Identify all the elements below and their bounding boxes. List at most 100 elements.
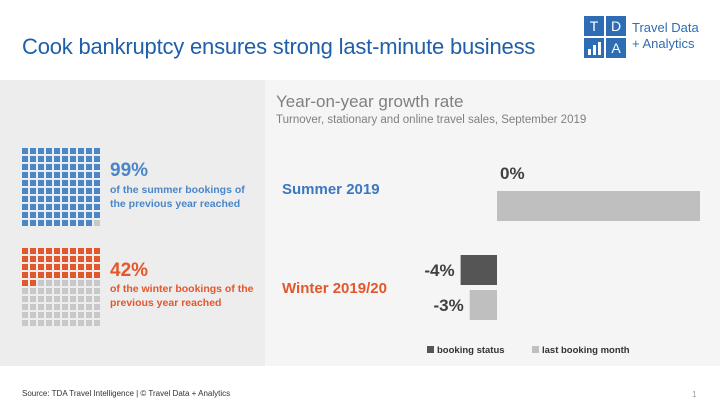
waffle-cell: [46, 272, 52, 278]
data-label: -4%: [424, 261, 454, 280]
waffle-cell: [78, 304, 84, 310]
waffle-cell: [30, 156, 36, 162]
waffle-cell: [54, 164, 60, 170]
waffle-cell: [70, 296, 76, 302]
waffle-cell: [86, 288, 92, 294]
waffle-cell: [70, 288, 76, 294]
waffle-cell: [86, 272, 92, 278]
waffle-cell: [30, 296, 36, 302]
waffle-cell: [94, 188, 100, 194]
waffle-cell: [46, 220, 52, 226]
legend-label: booking status: [437, 345, 505, 356]
waffle-cell: [30, 248, 36, 254]
waffle-cell: [62, 272, 68, 278]
waffle-cell: [46, 288, 52, 294]
category-label-summer: Summer 2019: [282, 181, 380, 198]
waffle-cell: [94, 296, 100, 302]
source-footer: Source: TDA Travel Intelligence | © Trav…: [22, 389, 231, 398]
waffle-cell: [78, 280, 84, 286]
waffle-cell: [38, 248, 44, 254]
waffle-cell: [30, 272, 36, 278]
waffle-cell: [86, 212, 92, 218]
waffle-cell: [30, 148, 36, 154]
waffle-cell: [94, 172, 100, 178]
waffle-cell: [94, 148, 100, 154]
waffle-cell: [62, 248, 68, 254]
waffle-cell: [38, 164, 44, 170]
waffle-cell: [30, 320, 36, 326]
waffle-cell: [54, 220, 60, 226]
waffle-cell: [30, 304, 36, 310]
waffle-cell: [30, 312, 36, 318]
waffle-cell: [38, 296, 44, 302]
page-number: 1: [692, 390, 697, 399]
waffle-cell: [86, 256, 92, 262]
waffle-cell: [22, 148, 28, 154]
data-label: 0%: [500, 164, 525, 183]
waffle-cell: [62, 180, 68, 186]
waffle-cell: [62, 212, 68, 218]
waffle-cell: [94, 304, 100, 310]
waffle-cell: [78, 320, 84, 326]
waffle-cell: [70, 164, 76, 170]
waffle-cell: [22, 196, 28, 202]
waffle-cell: [86, 296, 92, 302]
waffle-cell: [70, 256, 76, 262]
waffle-cell: [86, 148, 92, 154]
waffle-cell: [86, 196, 92, 202]
legend-swatch: [532, 346, 539, 353]
waffle-cell: [54, 296, 60, 302]
waffle-cell: [46, 188, 52, 194]
waffle-cell: [70, 280, 76, 286]
waffle-cell: [78, 288, 84, 294]
waffle-cell: [38, 312, 44, 318]
waffle-cell: [86, 264, 92, 270]
waffle-cell: [46, 304, 52, 310]
logo-grid: T D A: [584, 16, 626, 58]
waffle-cell: [54, 280, 60, 286]
waffle-cell: [30, 172, 36, 178]
waffle-cell: [38, 280, 44, 286]
waffle-cell: [78, 156, 84, 162]
waffle-cell: [62, 148, 68, 154]
waffle-cell: [22, 272, 28, 278]
waffle-cell: [70, 180, 76, 186]
waffle-cell: [70, 212, 76, 218]
waffle-cell: [38, 172, 44, 178]
logo-chart-icon: [584, 38, 604, 58]
waffle-cell: [78, 164, 84, 170]
waffle-cell: [70, 220, 76, 226]
waffle-cell: [62, 164, 68, 170]
waffle-cell: [78, 256, 84, 262]
tda-logo: T D A Travel Data + Analytics: [584, 16, 714, 58]
waffle-cell: [70, 148, 76, 154]
waffle-cell: [62, 156, 68, 162]
waffle-cell: [46, 164, 52, 170]
waffle-cell: [94, 264, 100, 270]
waffle-cell: [86, 204, 92, 210]
bar-winter-last-booking-month: [469, 290, 497, 320]
waffle-cell: [94, 220, 100, 226]
waffle-cell: [38, 156, 44, 162]
waffle-cell: [46, 156, 52, 162]
waffle-cell: [30, 212, 36, 218]
waffle-cell: [62, 280, 68, 286]
waffle-cell: [78, 204, 84, 210]
waffle-cell: [54, 148, 60, 154]
logo-text: Travel Data + Analytics: [632, 20, 699, 51]
waffle-cell: [86, 156, 92, 162]
waffle-cell: [38, 320, 44, 326]
waffle-cell: [22, 188, 28, 194]
waffle-cell: [78, 148, 84, 154]
waffle-cell: [38, 180, 44, 186]
waffle-cell: [94, 320, 100, 326]
waffle-cell: [54, 256, 60, 262]
waffle-cell: [94, 164, 100, 170]
waffle-cell: [54, 180, 60, 186]
waffle-cell: [46, 204, 52, 210]
waffle-cell: [38, 304, 44, 310]
waffle-cell: [94, 212, 100, 218]
waffle-cell: [22, 212, 28, 218]
winter-percent: 42%: [110, 260, 149, 281]
waffle-cell: [70, 320, 76, 326]
